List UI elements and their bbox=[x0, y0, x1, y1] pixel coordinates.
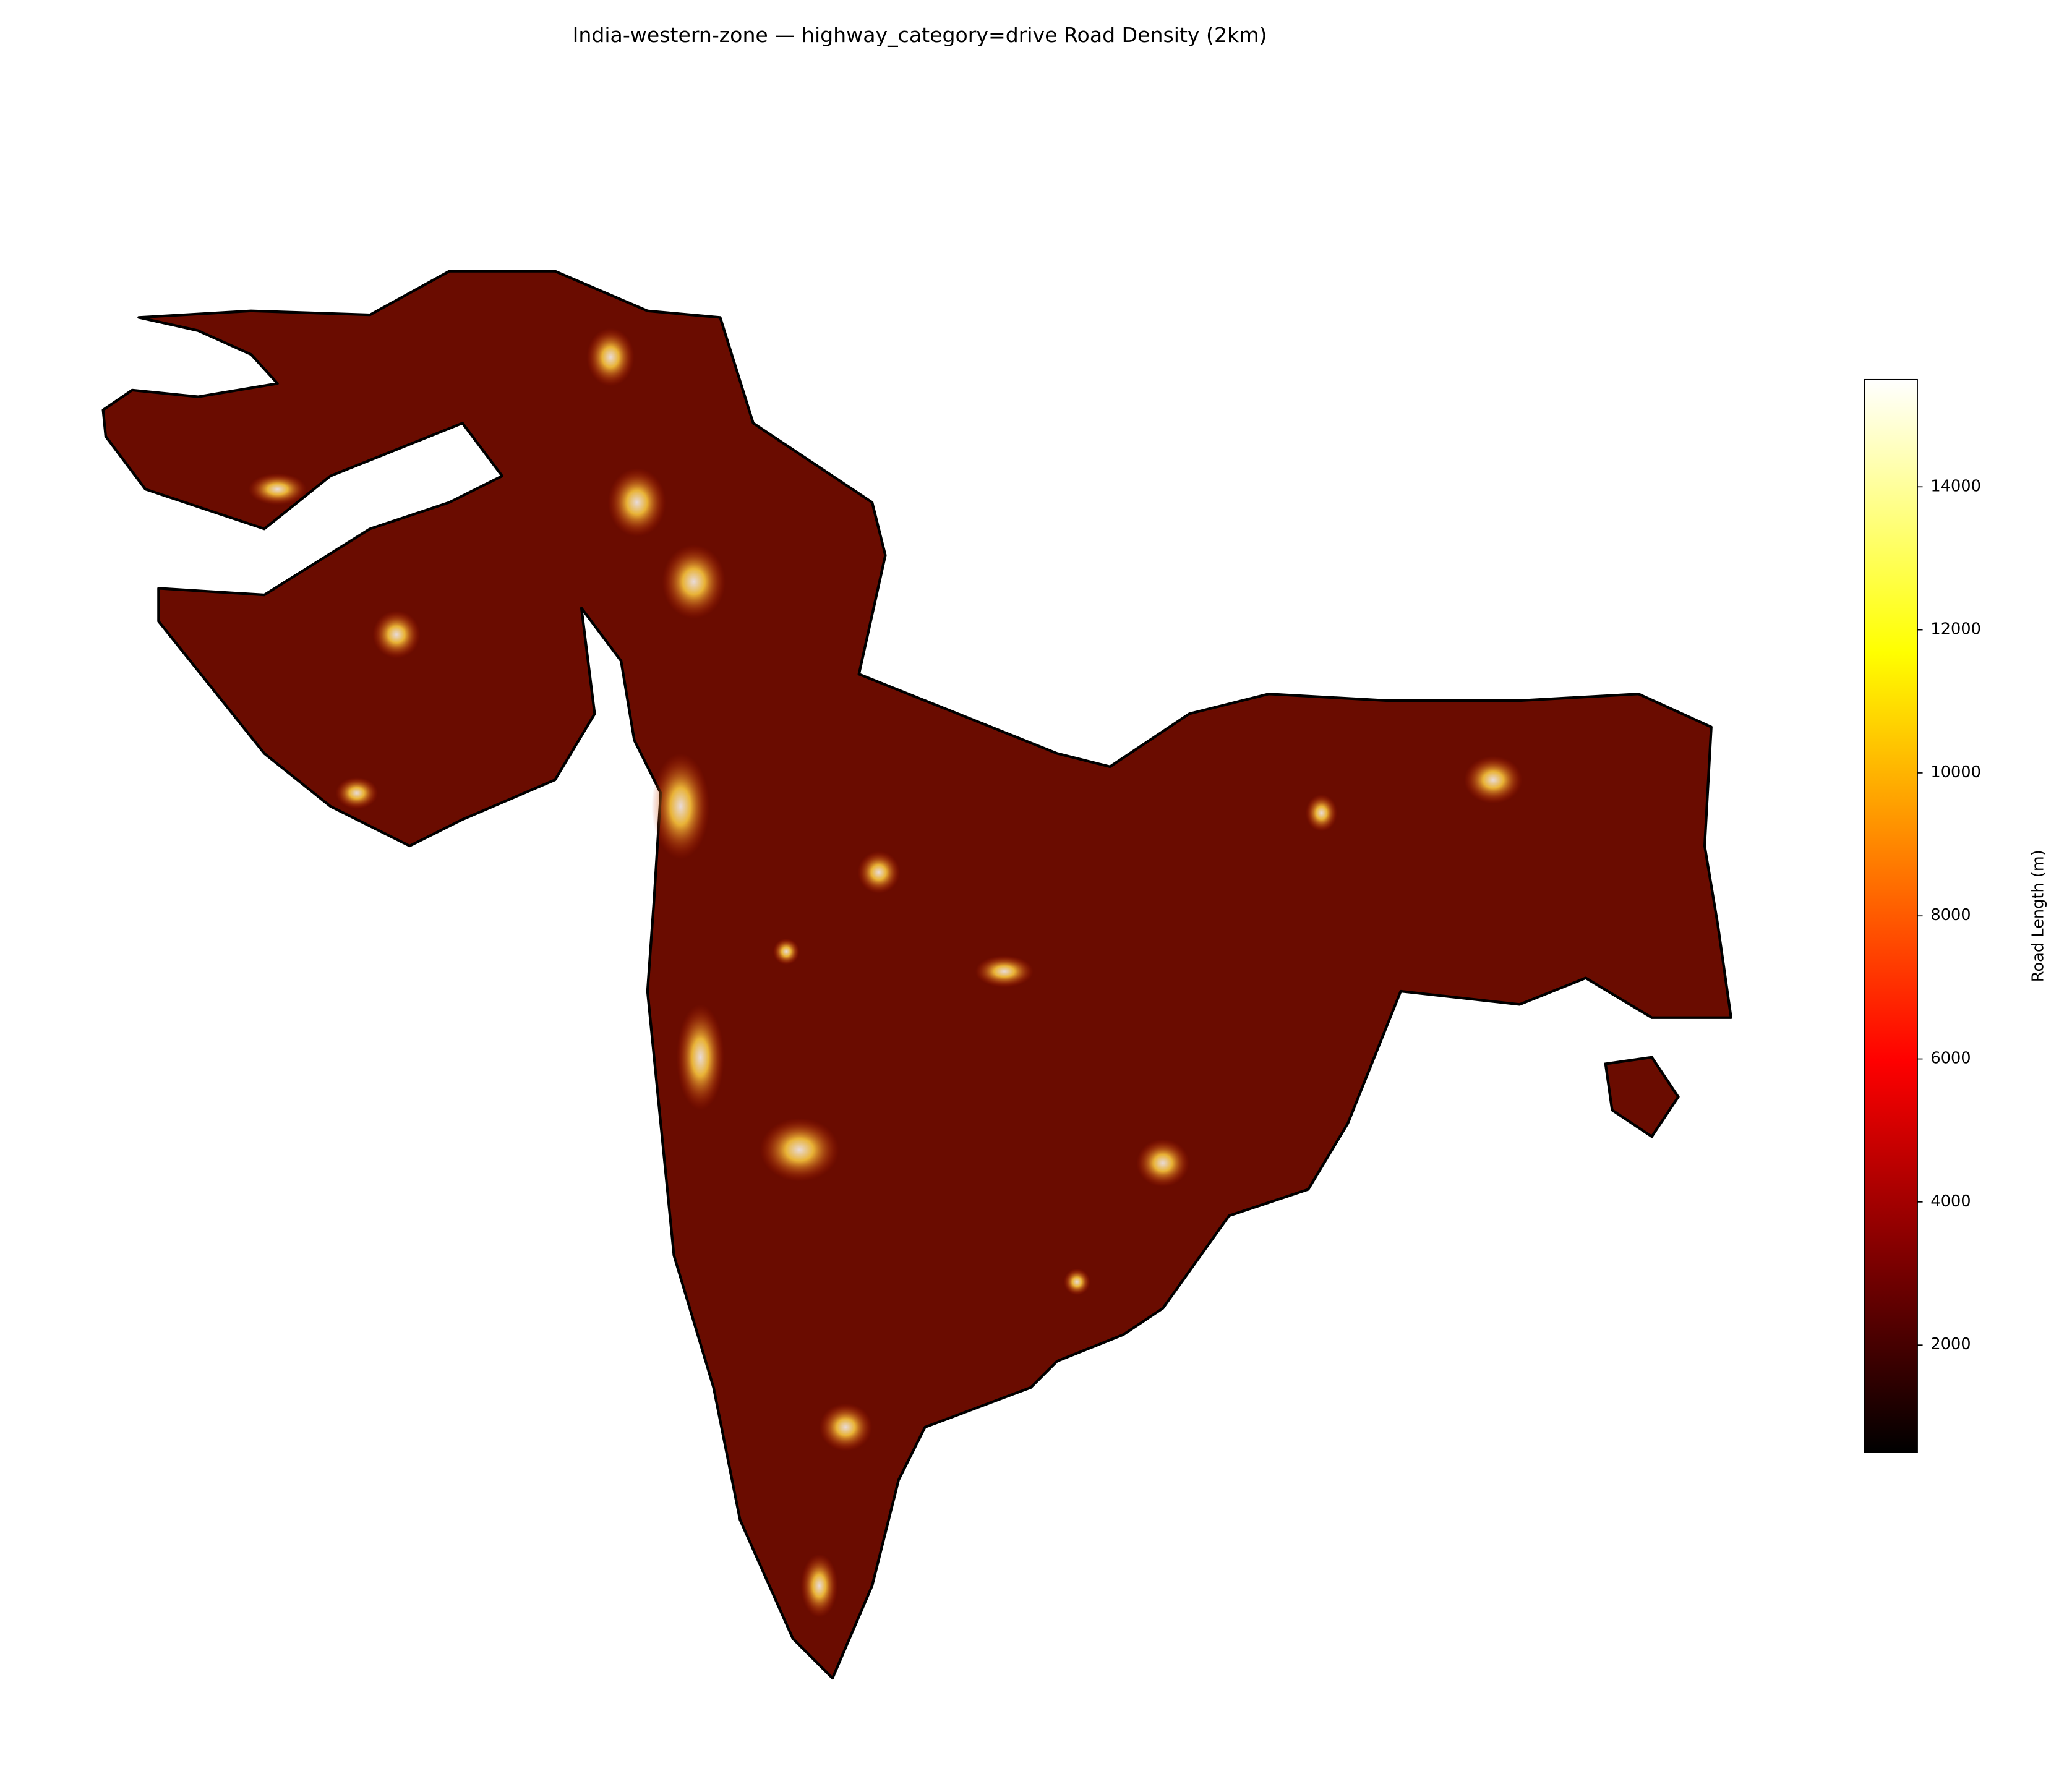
region-island bbox=[1604, 1056, 1680, 1138]
hotspot bbox=[586, 328, 635, 386]
hotspot bbox=[773, 938, 800, 965]
hotspot bbox=[676, 1004, 724, 1111]
hotspot bbox=[760, 1118, 839, 1182]
colorbar-tick-label: 6000 bbox=[1930, 1049, 1971, 1068]
hotspot bbox=[372, 610, 421, 659]
region-shape bbox=[101, 270, 1732, 1680]
map bbox=[101, 270, 1732, 1680]
hotspots bbox=[248, 328, 1523, 1618]
chart-title: India-western-zone — highway_category=dr… bbox=[573, 23, 1267, 47]
colorbar-tick-label: 8000 bbox=[1930, 906, 1971, 924]
hotspot bbox=[1305, 794, 1338, 832]
hotspot bbox=[662, 544, 726, 619]
hotspot bbox=[651, 753, 710, 860]
colorbar-tick-label: 4000 bbox=[1930, 1192, 1971, 1211]
hotspot bbox=[335, 777, 379, 809]
hotspot bbox=[607, 467, 666, 537]
hotspot bbox=[248, 473, 307, 505]
hotspot bbox=[1136, 1139, 1189, 1187]
hotspot bbox=[819, 1403, 873, 1451]
hotspot bbox=[975, 955, 1034, 988]
colorbar-tick-label: 10000 bbox=[1930, 763, 1981, 782]
hotspot bbox=[1464, 756, 1523, 804]
colorbar: 2000 4000 6000 8000 10000 12000 14000 bbox=[1864, 378, 1981, 1453]
colorbar-tick-label: 14000 bbox=[1930, 477, 1981, 495]
hotspot bbox=[800, 1554, 838, 1618]
colorbar-label: Road Length (m) bbox=[2029, 850, 2048, 982]
hotspot bbox=[1063, 1268, 1090, 1295]
colorbar-scale bbox=[1864, 378, 1918, 1453]
colorbar-tick-label: 12000 bbox=[1930, 620, 1981, 639]
colorbar-tick-label: 2000 bbox=[1930, 1335, 1971, 1354]
hotspot bbox=[857, 851, 900, 894]
